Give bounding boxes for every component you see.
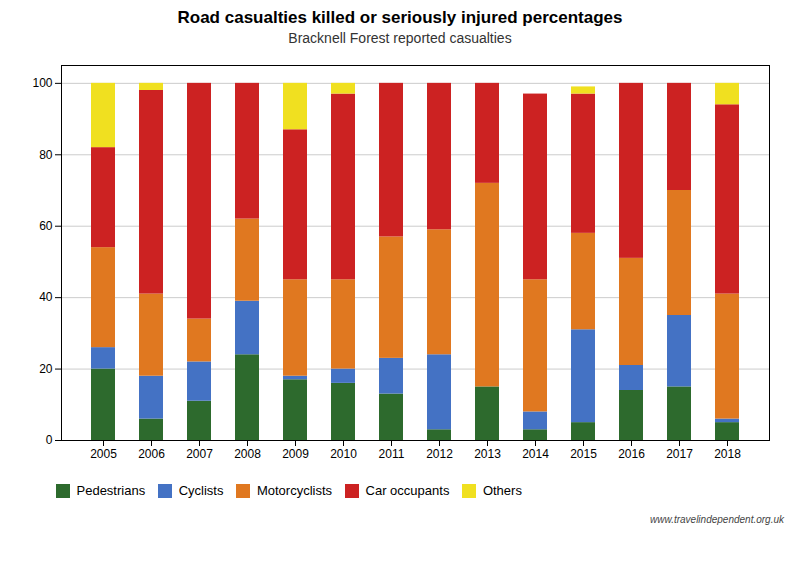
svg-text:2014: 2014 [522, 447, 549, 461]
svg-text:2006: 2006 [138, 447, 165, 461]
svg-text:2009: 2009 [282, 447, 309, 461]
html-text:Bracknell Forest reported casu: Bracknell Forest reported casualties [288, 30, 512, 46]
html-text:www.travelindependent.org.uk: www.travelindependent.org.uk [650, 513, 784, 525]
svg-text:20: 20 [39, 362, 53, 376]
html-text:Others: Others [482, 483, 522, 498]
html-text:Road casualties killed or seri: Road casualties killed or seriously inju… [177, 8, 623, 27]
svg-text:100: 100 [32, 76, 52, 90]
svg-text:2008: 2008 [234, 447, 261, 461]
html-text:Cyclists: Cyclists [178, 483, 224, 498]
html-text:Motorcyclists: Motorcyclists [256, 483, 333, 498]
svg-text:0: 0 [46, 433, 53, 447]
svg-text:2017: 2017 [666, 447, 693, 461]
svg-text:60: 60 [39, 219, 53, 233]
html-text:Pedestrians: Pedestrians [76, 483, 146, 498]
svg-text:80: 80 [39, 148, 53, 162]
svg-text:2018: 2018 [714, 447, 741, 461]
svg-text:2015: 2015 [570, 447, 597, 461]
svg-text:2013: 2013 [474, 447, 501, 461]
svg-text:2012: 2012 [426, 447, 453, 461]
svg-text:2010: 2010 [330, 447, 357, 461]
svg-text:2005: 2005 [90, 447, 117, 461]
svg-text:2007: 2007 [186, 447, 213, 461]
svg-text:40: 40 [39, 290, 53, 304]
html-text:Car occupants: Car occupants [365, 483, 450, 498]
svg-text:2011: 2011 [379, 447, 405, 461]
svg-text:2016: 2016 [618, 447, 645, 461]
